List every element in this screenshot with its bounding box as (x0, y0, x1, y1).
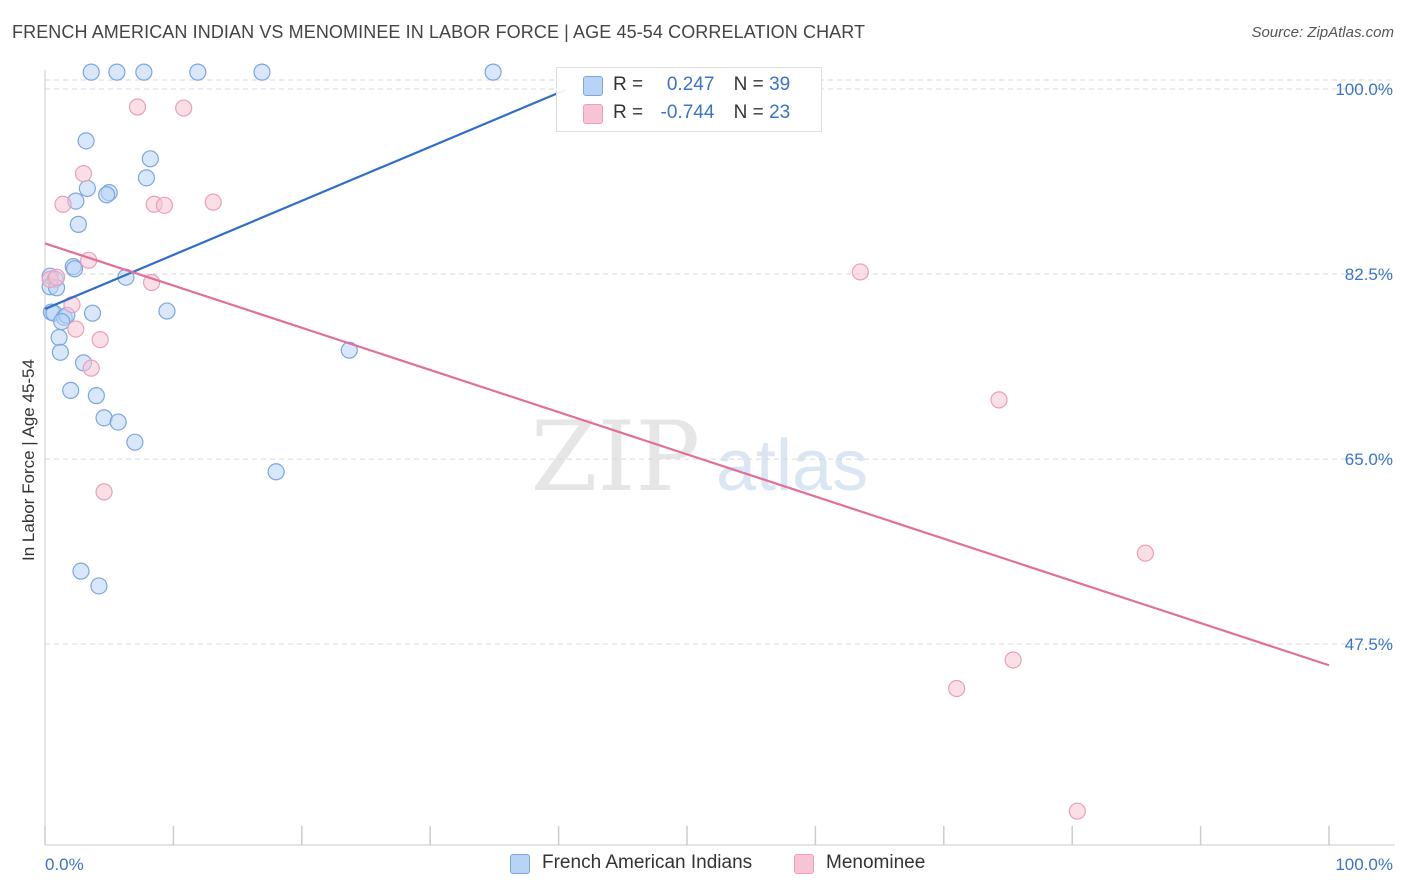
blue-swatch-icon (583, 76, 603, 96)
point-french-american-indians (484, 63, 502, 81)
point-menominee (95, 483, 113, 501)
blue-swatch-icon (510, 854, 530, 874)
x-tick-label: 0.0% (45, 855, 84, 874)
point-menominee (91, 331, 109, 349)
point-menominee (948, 679, 966, 698)
point-menominee (990, 391, 1008, 409)
point-menominee (74, 165, 93, 183)
point-french-american-indians (98, 186, 116, 204)
point-french-american-indians (51, 343, 70, 361)
point-french-american-indians (83, 304, 102, 322)
legend-r-value: 0.247 (666, 74, 715, 95)
legend-n-label: N = (733, 102, 764, 123)
legend-r-value: -0.744 (660, 102, 715, 123)
point-menominee (155, 196, 174, 214)
point-french-american-indians (72, 562, 90, 580)
point-french-american-indians (267, 463, 285, 481)
series-name: French American Indians (542, 852, 753, 873)
point-french-american-indians (158, 302, 176, 320)
point-menominee (82, 359, 100, 377)
point-french-american-indians (77, 132, 95, 150)
point-menominee (1004, 651, 1022, 669)
point-french-american-indians (78, 179, 96, 198)
chart-title: FRENCH AMERICAN INDIAN VS MENOMINEE IN L… (12, 22, 866, 42)
point-menominee (142, 273, 161, 292)
legend-n-label: N = (733, 74, 764, 95)
point-menominee (175, 99, 193, 117)
point-menominee (851, 263, 869, 281)
point-menominee (47, 268, 66, 286)
correlation-legend: R = 0.247 N = 39 R = -0.744 N = 23 (556, 67, 822, 132)
point-french-american-indians (62, 381, 80, 399)
y-tick-label: 47.5% (1345, 635, 1393, 654)
point-french-american-indians (90, 577, 108, 595)
source-label: Source: ZipAtlas.com (1251, 24, 1394, 41)
point-french-american-indians (141, 150, 159, 168)
point-french-american-indians (65, 260, 84, 278)
legend-n-value: 39 (769, 74, 791, 95)
watermark-atlas: atlas (716, 426, 868, 506)
series-name: Menominee (826, 852, 926, 873)
point-menominee (1068, 802, 1086, 820)
y-tick-label: 100.0% (1335, 80, 1393, 99)
pink-swatch-icon (794, 854, 814, 874)
point-menominee (54, 195, 72, 213)
point-french-american-indians (126, 433, 144, 451)
point-french-american-indians (50, 328, 68, 347)
point-french-american-indians (69, 215, 87, 233)
point-french-american-indians (135, 63, 153, 81)
pink-swatch-icon (583, 104, 603, 124)
point-french-american-indians (53, 313, 71, 331)
point-french-american-indians (340, 341, 358, 359)
point-french-american-indians (82, 63, 100, 81)
point-french-american-indians (137, 169, 156, 187)
point-menominee (128, 98, 147, 116)
x-tick-label: 100.0% (1335, 855, 1393, 874)
y-tick-label: 82.5% (1345, 265, 1393, 284)
legend-n-value: 23 (769, 102, 791, 123)
trendline-menominee (44, 242, 1330, 667)
point-french-american-indians (95, 409, 113, 427)
y-tick-label: 65.0% (1345, 450, 1393, 469)
point-french-american-indians (189, 63, 207, 81)
point-menominee (204, 193, 222, 211)
legend-r-label: R = (613, 102, 644, 123)
trendline-french-american-indians (44, 89, 566, 310)
legend-r-label: R = (613, 74, 644, 95)
point-french-american-indians (109, 413, 127, 431)
point-menominee (1136, 544, 1154, 562)
point-menominee (67, 320, 85, 338)
point-french-american-indians (253, 63, 271, 81)
point-french-american-indians (108, 63, 126, 81)
point-french-american-indians (87, 387, 105, 405)
watermark-zip: ZIP (531, 401, 700, 513)
